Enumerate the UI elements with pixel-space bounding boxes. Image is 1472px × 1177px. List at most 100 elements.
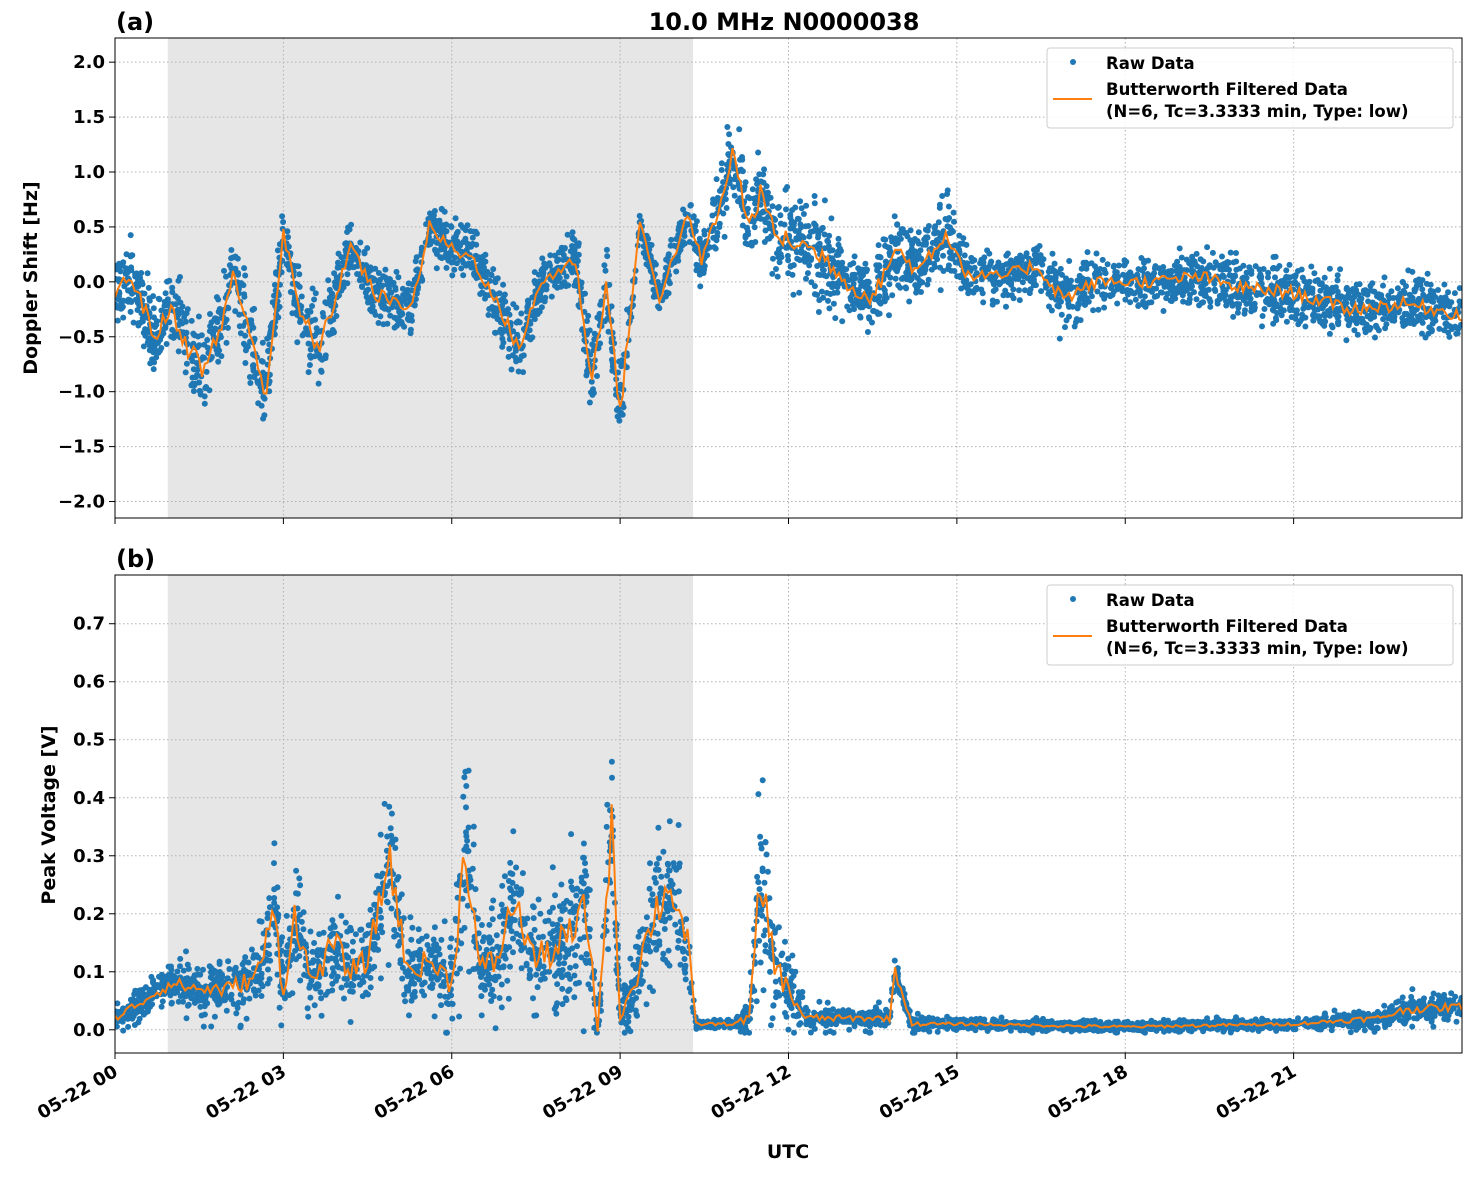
raw-point (1237, 266, 1243, 272)
raw-point (694, 266, 700, 272)
raw-point (1380, 283, 1386, 289)
raw-point (1279, 279, 1285, 285)
raw-point (817, 272, 823, 278)
raw-point (509, 367, 515, 373)
raw-point (1174, 259, 1180, 265)
raw-point (432, 208, 438, 214)
raw-point (1372, 335, 1378, 341)
raw-point (1354, 282, 1360, 288)
legend-raw-label: Raw Data (1106, 54, 1195, 73)
raw-point (464, 838, 470, 844)
raw-point (1441, 282, 1447, 288)
raw-point (275, 247, 281, 253)
raw-point (398, 957, 404, 963)
raw-point (561, 960, 567, 966)
raw-point (770, 1003, 776, 1009)
y-tick-label: −1.0 (58, 382, 105, 403)
raw-point (1371, 289, 1377, 295)
raw-point (675, 258, 681, 264)
raw-point (311, 297, 317, 303)
raw-point (259, 403, 265, 409)
raw-point (724, 124, 730, 130)
raw-point (980, 290, 986, 296)
raw-point (784, 184, 790, 190)
raw-point (466, 768, 472, 774)
raw-point (151, 366, 157, 372)
raw-point (918, 269, 924, 275)
raw-point (1186, 300, 1192, 306)
raw-point (1390, 295, 1396, 301)
raw-point (1114, 269, 1120, 275)
raw-point (1241, 297, 1247, 303)
raw-point (373, 312, 379, 318)
raw-point (792, 205, 798, 211)
raw-point (359, 284, 365, 290)
raw-point (715, 195, 721, 201)
raw-point (202, 401, 208, 407)
raw-point (554, 258, 560, 264)
raw-point (557, 917, 563, 923)
figure-title: 10.0 MHz N0000038 (649, 8, 920, 36)
y-tick-label: 1.5 (73, 107, 105, 128)
raw-point (837, 246, 843, 252)
raw-point (755, 879, 761, 885)
raw-point (673, 269, 679, 275)
raw-point (202, 393, 208, 399)
raw-point (797, 221, 803, 227)
raw-point (1327, 266, 1333, 272)
raw-point (241, 265, 247, 271)
raw-point (510, 828, 516, 834)
raw-point (655, 825, 661, 831)
raw-point (649, 242, 655, 248)
raw-point (571, 994, 577, 1000)
raw-point (1232, 273, 1238, 279)
raw-point (1361, 290, 1367, 296)
raw-point (799, 233, 805, 239)
raw-point (1047, 267, 1053, 273)
raw-point (228, 247, 234, 253)
raw-point (1425, 294, 1431, 300)
raw-point (127, 298, 133, 304)
raw-point (757, 834, 763, 840)
raw-point (373, 284, 379, 290)
raw-point (308, 347, 314, 353)
raw-point (408, 287, 414, 293)
raw-point (1453, 331, 1459, 337)
raw-point (997, 280, 1003, 286)
raw-point (1052, 261, 1058, 267)
raw-point (654, 861, 660, 867)
raw-point (1085, 261, 1091, 267)
raw-point (1101, 305, 1107, 311)
legend-filtered-label: Butterworth Filtered Data (1106, 80, 1348, 99)
raw-point (761, 166, 767, 172)
raw-point (1327, 331, 1333, 337)
raw-point (296, 271, 302, 277)
raw-point (348, 222, 354, 228)
raw-point (1022, 287, 1028, 293)
raw-point (460, 272, 466, 278)
raw-point (341, 996, 347, 1002)
raw-point (243, 343, 249, 349)
raw-point (1039, 255, 1045, 261)
raw-point (676, 938, 682, 944)
raw-point (1179, 255, 1185, 261)
raw-point (552, 892, 558, 898)
raw-point (788, 264, 794, 270)
raw-point (1320, 319, 1326, 325)
raw-point (796, 290, 802, 296)
raw-point (199, 332, 205, 338)
raw-point (832, 315, 838, 321)
raw-point (775, 274, 781, 280)
raw-point (717, 221, 723, 227)
raw-point (1218, 293, 1224, 299)
raw-point (120, 1028, 126, 1034)
raw-point (590, 386, 596, 392)
raw-point (1031, 270, 1037, 276)
raw-point (876, 242, 882, 248)
raw-point (120, 259, 126, 265)
raw-point (785, 253, 791, 259)
raw-point (801, 211, 807, 217)
raw-point (790, 272, 796, 278)
raw-point (1311, 270, 1317, 276)
raw-point (805, 223, 811, 229)
